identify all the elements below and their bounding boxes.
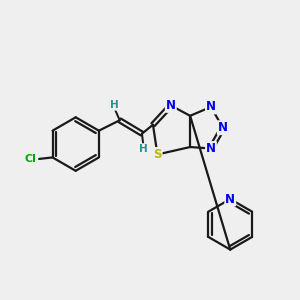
- Text: N: N: [218, 121, 228, 134]
- Text: Cl: Cl: [25, 154, 37, 164]
- Text: N: N: [206, 142, 216, 155]
- Text: N: N: [225, 193, 235, 206]
- Text: S: S: [153, 148, 162, 161]
- Text: H: H: [139, 144, 148, 154]
- Text: N: N: [166, 99, 176, 112]
- Text: N: N: [206, 100, 216, 113]
- Text: H: H: [110, 100, 119, 110]
